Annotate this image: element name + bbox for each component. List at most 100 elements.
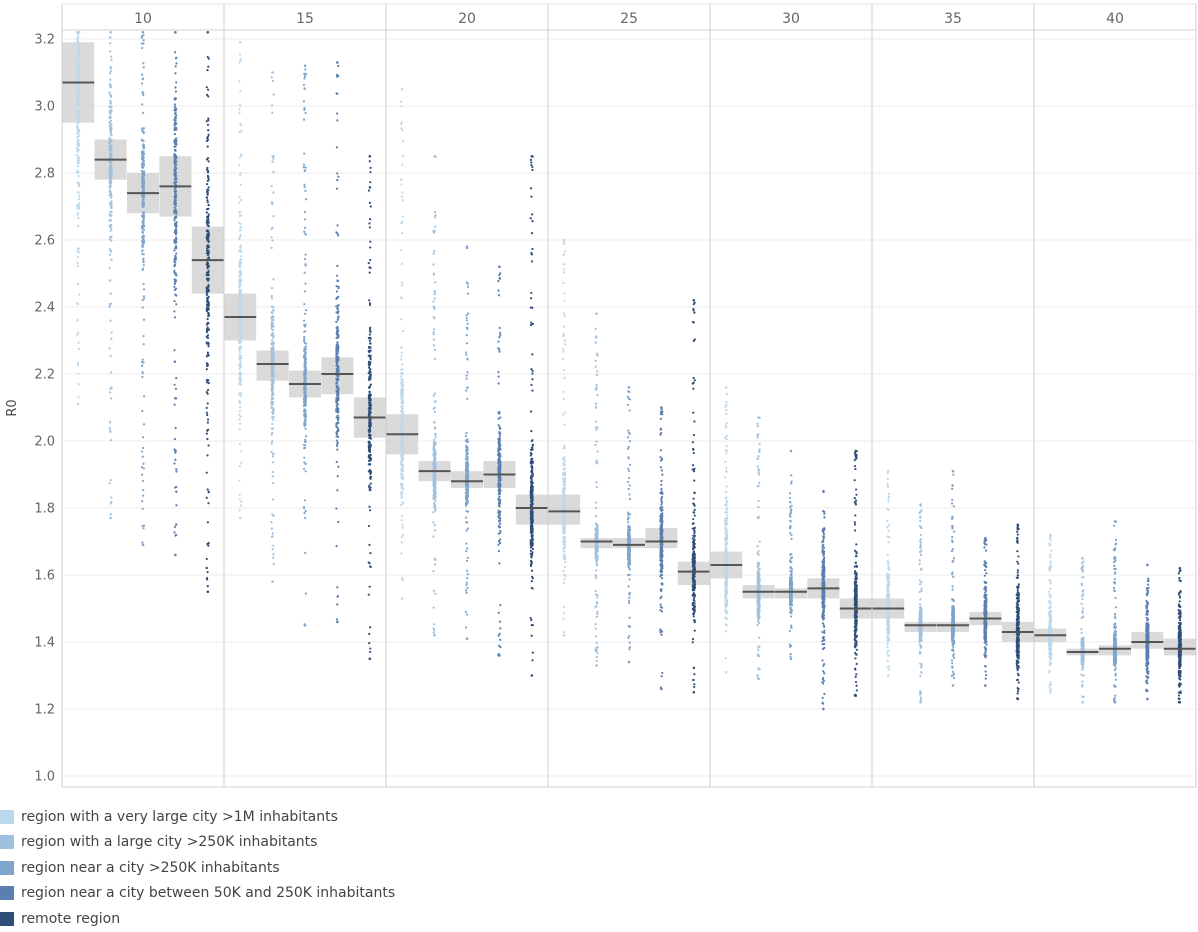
- point-p20-s1-90: [434, 411, 436, 413]
- point-p20-s3-217: [499, 465, 501, 467]
- point-p10-s4-160: [206, 407, 208, 409]
- point-p15-s1-87: [271, 440, 273, 442]
- point-p20-s0-68: [400, 179, 402, 181]
- point-p20-s0-237: [400, 101, 402, 103]
- point-p20-s0-238: [401, 379, 403, 381]
- point-p25-s2-259: [629, 549, 631, 551]
- point-p10-s0-249: [77, 140, 79, 142]
- point-p25-s2-121: [627, 481, 629, 483]
- point-p20-s4-70: [530, 217, 532, 219]
- point-p15-s3-141: [337, 466, 339, 468]
- point-p10-s1-97: [109, 431, 111, 433]
- point-p10-s2-178: [142, 527, 144, 529]
- point-p10-s4-107: [207, 521, 209, 523]
- point-p10-s1-175: [109, 100, 111, 102]
- point-p10-s1-118: [109, 112, 111, 114]
- point-p15-s2-171: [304, 75, 306, 77]
- point-p25-s2-115: [628, 593, 630, 595]
- point-p20-s0-41: [400, 355, 402, 357]
- point-p15-s2-248: [303, 413, 305, 415]
- point-p25-s3-159: [660, 596, 662, 598]
- point-p20-s4-245: [530, 297, 532, 299]
- point-p20-s4-76: [532, 577, 534, 579]
- point-p10-s0-216: [77, 212, 79, 214]
- point-p10-s2-68: [141, 253, 143, 255]
- point-p20-s1-254: [433, 468, 435, 470]
- point-p15-s2-229: [305, 394, 307, 396]
- point-p20-s2-87: [465, 584, 467, 586]
- point-p15-s1-193: [272, 453, 274, 455]
- point-p10-s3-150: [173, 155, 175, 157]
- point-p15-s0-238: [240, 154, 242, 156]
- point-p10-s2-256: [142, 185, 144, 187]
- point-p20-s4-120: [530, 187, 532, 189]
- point-p10-s4-259: [206, 558, 208, 560]
- point-p25-s1-184: [595, 407, 597, 409]
- point-p15-s1-198: [272, 157, 274, 159]
- point-p25-s2-47: [629, 646, 631, 648]
- point-p15-s1-251: [272, 557, 274, 559]
- point-p15-s2-259: [305, 324, 307, 326]
- point-p15-s0-243: [239, 260, 241, 262]
- point-p10-s1-164: [109, 211, 111, 213]
- point-p25-s0-157: [564, 251, 566, 253]
- point-p15-s2-206: [303, 184, 305, 186]
- point-p20-s0-186: [401, 451, 403, 453]
- point-p15-s4-114: [369, 226, 371, 228]
- point-p20-s3-95: [497, 340, 499, 342]
- point-p20-s2-220: [465, 445, 467, 447]
- point-p10-s3-54: [174, 459, 176, 461]
- point-p20-s3-225: [498, 562, 500, 564]
- point-p15-s1-216: [271, 156, 273, 158]
- point-p15-s2-57: [303, 84, 305, 86]
- point-p10-s3-190: [175, 140, 177, 142]
- point-p15-s1-223: [272, 545, 274, 547]
- point-p10-s2-232: [142, 456, 144, 458]
- point-p20-s4-258: [531, 536, 533, 538]
- point-p15-s2-137: [304, 258, 306, 260]
- point-p20-s4-227: [531, 502, 533, 504]
- point-p25-s0-176: [563, 315, 565, 317]
- point-p15-s1-9: [271, 76, 273, 78]
- point-p10-s0-35: [76, 214, 78, 216]
- point-p20-s3-247: [498, 490, 500, 492]
- point-p10-s2-8: [142, 335, 144, 337]
- point-p20-s3-224: [499, 621, 501, 623]
- point-p20-s1-255: [433, 474, 435, 476]
- point-p10-s1-187: [110, 259, 112, 261]
- point-p15-s0-255: [238, 341, 240, 343]
- point-p25-s1-174: [595, 590, 597, 592]
- point-p25-s2-132: [628, 432, 630, 434]
- point-p25-s2-199: [628, 493, 630, 495]
- point-p10-s4-154: [207, 345, 209, 347]
- point-p15-s1-235: [271, 201, 273, 203]
- point-p10-s0-133: [76, 136, 78, 138]
- point-max-p25-s1: [595, 312, 598, 315]
- point-p10-s4-174: [207, 139, 209, 141]
- point-p15-s1-176: [272, 329, 274, 331]
- point-p20-s1-259: [434, 466, 436, 468]
- point-p20-s0-213: [401, 263, 403, 265]
- point-p10-s4-206: [206, 69, 208, 71]
- point-p10-s0-200: [77, 362, 79, 364]
- point-max-p10-s2: [142, 31, 145, 34]
- point-p10-s2-50: [141, 450, 143, 452]
- point-p20-s4-222: [530, 458, 532, 460]
- point-p20-s0-179: [401, 394, 403, 396]
- point-p15-s2-209: [303, 457, 305, 459]
- point-p10-s3-203: [174, 534, 176, 536]
- point-p15-s4-243: [369, 449, 371, 451]
- point-p15-s1-25: [272, 191, 274, 193]
- point-p15-s1-246: [272, 391, 274, 393]
- point-p10-s2-173: [142, 200, 144, 202]
- point-p15-s4-120: [369, 333, 371, 335]
- point-p25-s0-247: [563, 495, 565, 497]
- point-p20-s0-236: [401, 420, 403, 422]
- point-p20-s3-22: [498, 336, 500, 338]
- point-min-p10-s0: [77, 403, 80, 406]
- point-p10-s4-198: [206, 278, 208, 280]
- point-p25-s1-242: [595, 551, 597, 553]
- point-p15-s0-140: [240, 362, 242, 364]
- point-p15-s4-212: [368, 391, 370, 393]
- point-p15-s4-229: [370, 267, 372, 269]
